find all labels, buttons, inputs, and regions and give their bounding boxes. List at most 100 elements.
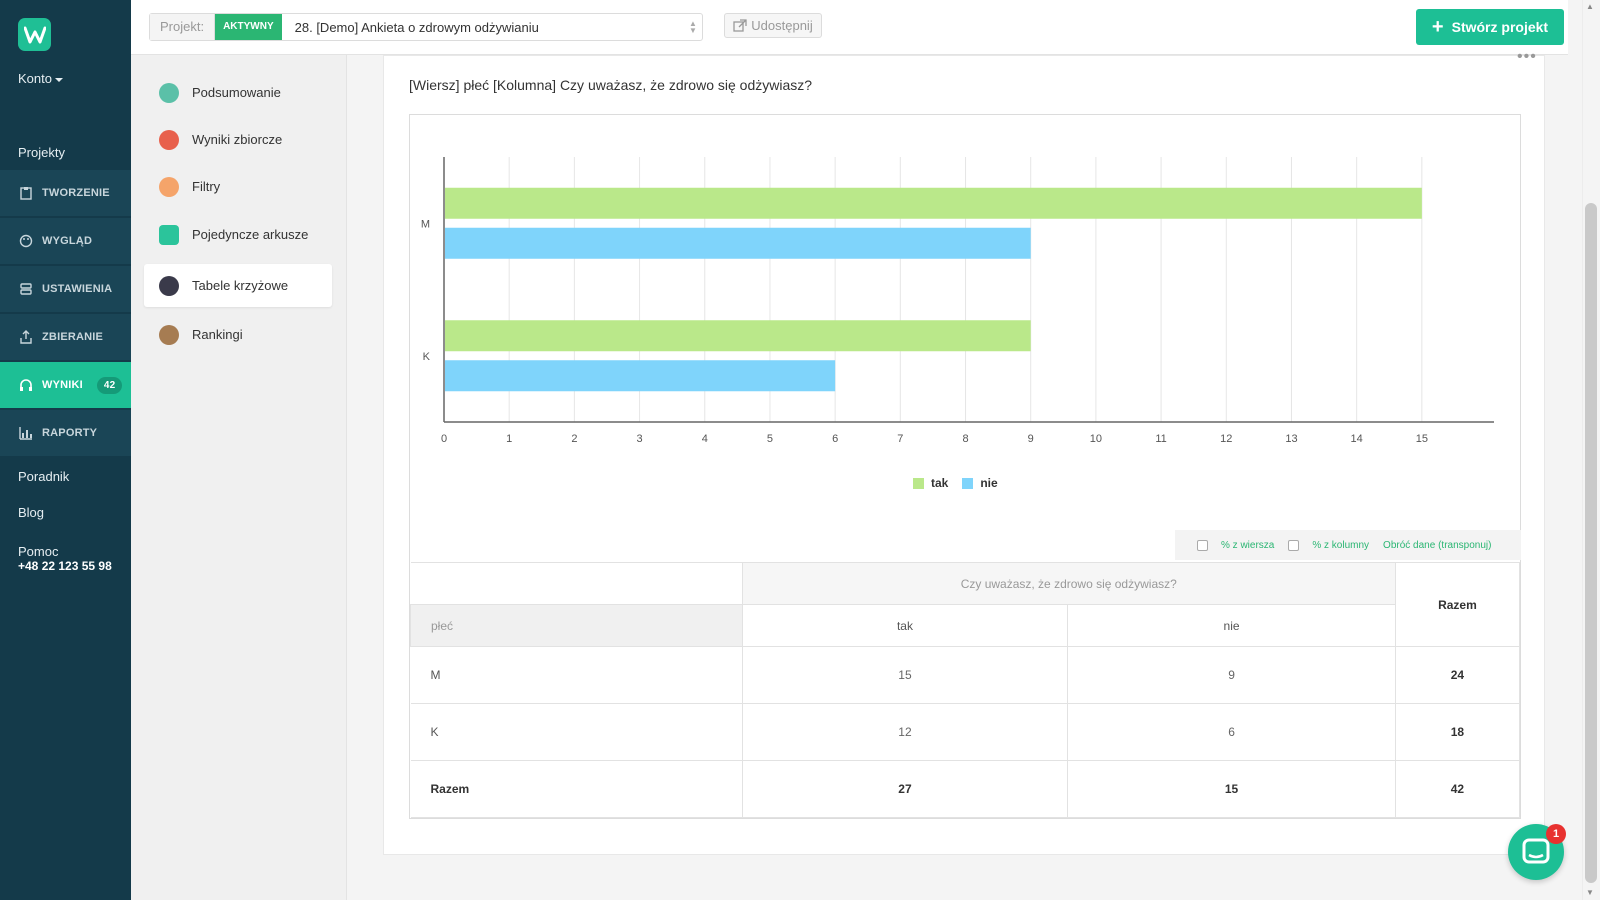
chevron-down-icon [54, 77, 63, 82]
subnav-item-single-sheets[interactable]: Pojedyncze arkusze [144, 213, 332, 256]
transpose-link[interactable]: Obróć dane (transponuj) [1383, 539, 1492, 551]
row-variable-header: płeć [410, 604, 743, 647]
column-percent-label[interactable]: % z kolumny [1312, 539, 1370, 551]
chart-container: 0 1 2 3 4 5 6 7 8 9 10 11 12 13 14 15 M K tak nie % z wie… [409, 114, 1521, 819]
logo-icon [24, 26, 46, 44]
scroll-down-icon[interactable]: ▼ [1586, 888, 1594, 897]
totals-row: Razem 27 15 42 [410, 760, 1521, 818]
legend-swatch [913, 477, 924, 489]
cell-value: 6 [1067, 703, 1396, 761]
scroll-up-icon[interactable]: ▲ [1586, 2, 1594, 11]
legend-item-nie[interactable]: nie [962, 476, 998, 490]
palette-icon [19, 234, 33, 248]
y-category-label: K [423, 351, 431, 363]
sidebar-item-label: RAPORTY [42, 427, 98, 439]
more-options-icon[interactable]: ••• [1517, 48, 1537, 65]
scrollbar-thumb[interactable] [1585, 203, 1597, 883]
column-total: 27 [741, 760, 1069, 818]
x-tick-label: 8 [962, 433, 968, 445]
table-corner-cell [410, 562, 743, 605]
share-label: Udostępnij [751, 18, 813, 33]
select-arrows-icon: ▲ ▼ [689, 19, 697, 35]
x-tick-label: 12 [1220, 433, 1232, 445]
subnav-item-label: Rankingi [192, 327, 243, 342]
bar-chart-icon [19, 427, 32, 440]
table-options-bar: % z wiersza % z kolumny Obróć dane (tran… [1175, 530, 1521, 560]
question-title: [Wiersz] płeć [Kolumna] Czy uważasz, że … [409, 77, 813, 93]
subnav-item-label: Tabele krzyżowe [192, 278, 289, 293]
account-menu[interactable]: Konto [18, 71, 63, 86]
table-row: M 15 9 24 [410, 646, 1521, 704]
x-tick-label: 15 [1416, 433, 1428, 445]
bar-K-nie [445, 360, 836, 392]
document-icon [159, 224, 179, 245]
subnav-item-summary[interactable]: Podsumowanie [144, 71, 332, 114]
project-select[interactable]: Projekt: AKTYWNY 28. [Demo] Ankieta o zd… [149, 13, 703, 41]
bar-M-tak [445, 187, 1422, 219]
column-percent-checkbox[interactable] [1288, 539, 1300, 551]
sidebar-item-tworzenie[interactable]: TWORZENIE [0, 170, 131, 217]
column-total: 15 [1067, 760, 1396, 818]
share-button[interactable]: Udostępnij [724, 13, 822, 38]
chat-icon [1522, 838, 1550, 864]
row-percent-label[interactable]: % z wiersza [1221, 539, 1275, 551]
legend-label: tak [931, 476, 949, 490]
create-project-button[interactable]: + Stwórz projekt [1416, 9, 1564, 45]
guide-link[interactable]: Poradnik [18, 469, 70, 484]
total-column-header: Razem [1394, 562, 1521, 647]
x-tick-label: 13 [1285, 433, 1297, 445]
filter-icon [159, 176, 179, 197]
subnav-item-rankings[interactable]: Rankingi [144, 313, 332, 356]
x-tick-label: 9 [1028, 433, 1034, 445]
subnav-item-aggregate[interactable]: Wyniki zbiorcze [144, 118, 332, 161]
bar-M-nie [445, 227, 1031, 259]
x-tick-label: 11 [1155, 433, 1166, 445]
help-phone: +48 22 123 55 98 [18, 559, 112, 573]
x-tick-label: 6 [832, 433, 838, 445]
crosstab-icon [159, 275, 179, 296]
sidebar-item-wyglad[interactable]: WYGLĄD [0, 218, 131, 265]
chart-legend: tak nie [913, 476, 1012, 490]
legend-item-tak[interactable]: tak [913, 476, 948, 490]
table-row: K 12 6 18 [410, 703, 1521, 761]
help-link[interactable]: Pomoc [18, 544, 59, 559]
blog-link[interactable]: Blog [18, 505, 45, 520]
sidebar-item-label: USTAWIENIA [42, 283, 113, 295]
row-total: 18 [1394, 703, 1521, 761]
projects-link[interactable]: Projekty [18, 145, 65, 160]
layers-icon [159, 129, 179, 150]
subnav-item-label: Filtry [192, 179, 221, 194]
sidebar-item-raporty[interactable]: RAPORTY [0, 410, 131, 457]
row-total: 24 [1394, 646, 1521, 704]
x-tick-label: 14 [1351, 433, 1363, 445]
row-label: K [410, 703, 743, 761]
x-tick-label: 1 [506, 433, 512, 445]
sidebar-item-ustawienia[interactable]: USTAWIENIA [0, 266, 131, 313]
cell-value: 15 [741, 646, 1069, 704]
cell-value: 9 [1067, 646, 1396, 704]
sidebar-item-label: TWORZENIE [42, 187, 110, 199]
settings-icon [20, 283, 32, 295]
logo[interactable] [18, 18, 51, 51]
subnav-item-label: Podsumowanie [192, 85, 281, 100]
totals-label: Razem [410, 760, 743, 818]
chat-button[interactable] [1508, 824, 1564, 880]
row-percent-checkbox[interactable] [1197, 539, 1208, 551]
plus-icon: + [1431, 15, 1444, 38]
sidebar-item-zbieranie[interactable]: ZBIERANIE [0, 314, 131, 361]
star-icon [159, 324, 179, 345]
x-tick-label: 10 [1090, 433, 1102, 445]
legend-label: nie [980, 476, 998, 490]
sidebar-item-wyniki[interactable]: WYNIKI 42 [0, 362, 131, 409]
results-count-badge: 42 [96, 376, 123, 394]
clipboard-icon [20, 187, 32, 200]
subnav-item-filters[interactable]: Filtry [144, 165, 332, 208]
x-tick-label: 3 [637, 433, 643, 445]
x-tick-label: 5 [767, 433, 773, 445]
sidebar-item-label: WYNIKI [42, 379, 83, 391]
create-project-label: Stwórz projekt [1451, 19, 1549, 35]
column-header-tak: tak [741, 604, 1069, 647]
subnav-item-crosstabs[interactable]: Tabele krzyżowe [144, 264, 332, 307]
results-subnav: Podsumowanie Wyniki zbiorcze Filtry Poje… [131, 55, 347, 900]
